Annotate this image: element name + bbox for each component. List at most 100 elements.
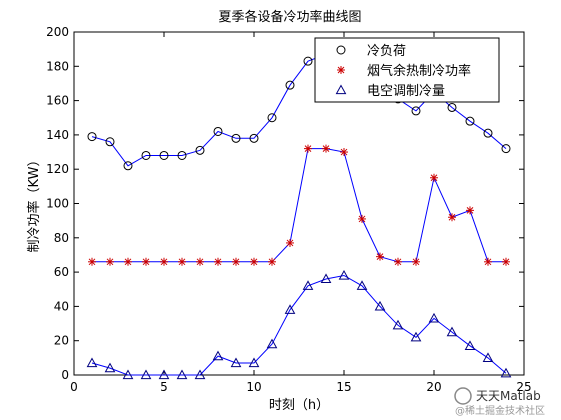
data-point-star — [142, 257, 150, 266]
star-stroke — [88, 258, 96, 266]
y-tick-label: 0 — [61, 368, 69, 382]
star-stroke — [232, 258, 240, 266]
x-axis-label: 时刻（h） — [269, 398, 329, 413]
legend-box — [314, 37, 500, 103]
data-point-star — [124, 257, 132, 266]
data-point-circle — [159, 150, 169, 160]
watermark: 天天Matlab @稀土掘金技术社区 — [454, 387, 545, 417]
data-point-triangle — [428, 312, 440, 323]
y-tick-label: 80 — [54, 231, 69, 245]
data-point-triangle — [482, 352, 494, 362]
legend-label: 烟气余热制冷功率 — [367, 63, 471, 79]
data-point-star — [178, 257, 186, 266]
data-point-circle — [411, 106, 421, 116]
data-point-triangle — [356, 280, 368, 290]
x-tick-label: 25 — [516, 380, 531, 394]
data-point-triangle — [194, 369, 206, 380]
data-point-triangle — [374, 300, 386, 311]
star-stroke — [250, 258, 258, 266]
data-point-star — [88, 257, 96, 266]
y-tick-label: 180 — [46, 59, 69, 73]
data-point-triangle — [86, 357, 98, 368]
data-point-circle — [105, 137, 115, 147]
data-point-circle — [87, 132, 97, 142]
data-point-star — [376, 252, 384, 261]
data-point-circle — [336, 45, 346, 55]
star-stroke — [106, 258, 114, 266]
axes-layer: 0 5 10 15 20 25 0 20 40 60 80 100 120 140 160 180 200 — [46, 25, 532, 394]
star-stroke — [448, 213, 456, 221]
star-stroke — [358, 215, 366, 223]
data-point-circle — [177, 150, 187, 160]
star-stroke — [124, 258, 132, 266]
data-point-star — [268, 257, 276, 266]
y-tick-label: 120 — [46, 162, 69, 176]
data-point-triangle — [335, 84, 347, 95]
data-point-triangle — [320, 273, 332, 284]
data-point-circle — [465, 116, 475, 126]
x-tick-label: 15 — [336, 380, 351, 394]
watermark-logo-icon — [454, 387, 472, 405]
data-point-star — [337, 66, 345, 74]
star-stroke — [394, 258, 402, 266]
data-point-triangle — [302, 280, 314, 290]
data-point-star — [358, 214, 366, 223]
y-tick-label: 160 — [46, 94, 69, 108]
data-point-star — [214, 257, 222, 266]
data-point-circle — [213, 126, 223, 136]
legend-label: 电空调制冷量 — [367, 84, 445, 99]
data-point-star — [250, 257, 258, 266]
y-axis-label: 制冷功率（KW） — [26, 154, 42, 253]
data-point-triangle — [158, 369, 170, 380]
data-point-triangle — [104, 362, 116, 373]
data-point-star — [106, 257, 114, 266]
star-stroke — [196, 258, 204, 266]
star-stroke — [178, 258, 186, 266]
star-stroke — [160, 258, 168, 266]
data-point-star — [322, 144, 330, 153]
data-point-star — [502, 257, 510, 266]
y-tick-label: 60 — [54, 265, 69, 279]
data-point-triangle — [122, 369, 134, 380]
star-stroke — [502, 258, 510, 266]
x-tick-label: 20 — [426, 380, 441, 394]
data-point-triangle — [230, 357, 242, 368]
data-point-star — [466, 206, 474, 215]
watermark-brand: 天天Matlab — [476, 389, 541, 403]
star-stroke — [412, 258, 420, 266]
star-stroke — [337, 66, 345, 74]
star-stroke — [430, 174, 438, 182]
data-point-circle — [267, 113, 277, 123]
data-point-triangle — [248, 357, 260, 368]
data-point-star — [286, 238, 294, 247]
data-point-star — [412, 257, 420, 266]
series-layer — [86, 49, 512, 380]
data-point-circle — [483, 128, 493, 138]
data-point-triangle — [410, 331, 422, 342]
star-stroke — [322, 145, 330, 152]
data-point-star — [484, 257, 492, 266]
star-stroke — [268, 258, 276, 266]
data-point-triangle — [140, 369, 152, 380]
data-point-star — [304, 144, 312, 153]
y-tick-label: 40 — [54, 299, 69, 313]
star-stroke — [466, 207, 474, 214]
star-stroke — [376, 253, 384, 261]
data-point-triangle — [284, 304, 296, 314]
star-stroke — [340, 148, 348, 156]
star-stroke — [286, 239, 294, 247]
data-point-circle — [249, 133, 259, 143]
data-point-star — [394, 257, 402, 266]
data-point-circle — [231, 133, 241, 143]
data-point-circle — [501, 144, 511, 154]
data-point-circle — [285, 80, 295, 90]
chart-title: 夏季各设备冷功率曲线图 — [218, 9, 361, 25]
watermark-sub: @稀土掘金技术社区 — [455, 404, 545, 417]
star-stroke — [142, 258, 150, 266]
data-point-circle — [447, 102, 457, 112]
star-stroke — [484, 258, 492, 266]
data-point-triangle — [176, 369, 188, 380]
y-tick-label: 200 — [46, 25, 69, 39]
